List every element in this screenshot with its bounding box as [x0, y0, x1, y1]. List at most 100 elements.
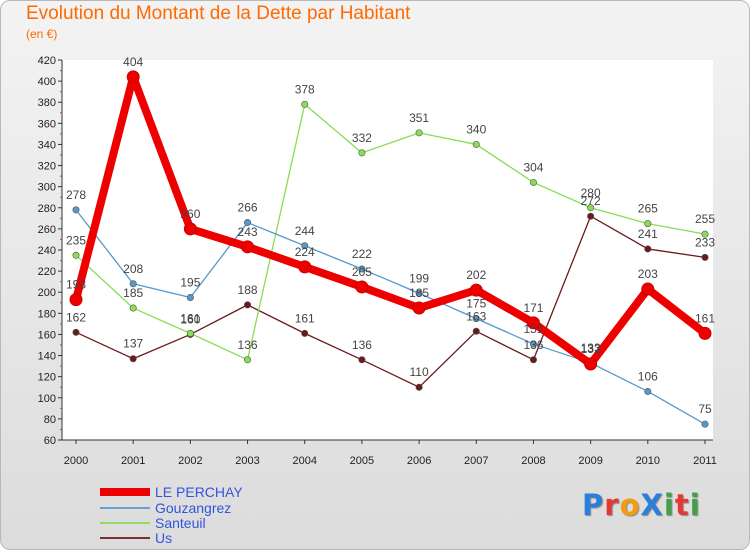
x-tick-label: 2011 [693, 455, 717, 467]
data-label-santeuil: 265 [638, 202, 658, 216]
series-line-santeuil [75, 103, 706, 361]
data-label-le-perchay: 161 [695, 311, 715, 325]
data-point-le-perchay [183, 222, 197, 236]
y-tick-label: 260 [38, 224, 56, 236]
y-tick-label: 340 [38, 139, 56, 151]
x-tick-label: 2009 [578, 455, 602, 467]
data-label-santeuil: 332 [352, 131, 372, 145]
data-label-le-perchay: 132 [581, 342, 601, 356]
data-label-us: 137 [123, 337, 143, 351]
data-label-gouzangrez: 208 [123, 262, 143, 276]
data-point-gouzangrez [701, 420, 709, 428]
y-tick-label: 100 [38, 393, 56, 405]
data-point-santeuil [644, 220, 652, 228]
data-label-le-perchay: 202 [466, 268, 486, 282]
data-point-santeuil [587, 204, 595, 212]
data-label-us: 110 [410, 365, 429, 379]
data-label-us: 163 [466, 309, 486, 323]
data-label-le-perchay: 203 [638, 267, 658, 281]
data-label-le-perchay: 205 [352, 265, 372, 279]
data-point-santeuil [529, 178, 537, 186]
data-point-us [244, 301, 252, 309]
data-point-le-perchay [526, 316, 540, 330]
data-label-le-perchay: 404 [123, 55, 143, 69]
data-label-us: 161 [295, 311, 315, 325]
y-tick-label: 120 [38, 372, 56, 384]
data-point-le-perchay [469, 283, 483, 297]
x-tick-label: 2003 [235, 455, 259, 467]
x-tick-label: 2006 [407, 455, 431, 467]
data-label-gouzangrez: 222 [352, 247, 372, 261]
y-tick-label: 60 [44, 435, 56, 447]
y-tick-label: 80 [44, 414, 56, 426]
unit-label: (en €) [26, 27, 58, 41]
data-point-us [587, 212, 595, 220]
x-tick-label: 2001 [121, 455, 145, 467]
legend-label-gouzangrez: Gouzangrez [155, 500, 231, 516]
y-tick-label: 240 [38, 245, 56, 257]
data-point-gouzangrez [644, 387, 652, 395]
data-label-us: 136 [523, 338, 543, 352]
data-point-gouzangrez [301, 242, 309, 250]
data-point-santeuil [301, 100, 309, 108]
data-point-us [529, 356, 537, 364]
series-line-le-perchay [72, 72, 709, 368]
x-tick-label: 2002 [178, 455, 202, 467]
data-label-santeuil: 378 [295, 82, 315, 96]
data-point-le-perchay [69, 293, 83, 307]
plot-area [62, 60, 713, 440]
data-label-le-perchay: 185 [409, 286, 429, 300]
data-point-santeuil [186, 329, 194, 337]
data-point-us [415, 383, 423, 391]
data-label-gouzangrez: 199 [409, 271, 429, 285]
y-tick-label: 400 [38, 76, 56, 88]
legend-label-santeuil: Santeuil [155, 515, 206, 531]
legend-label-us: Us [155, 530, 172, 546]
y-tick-label: 200 [38, 287, 56, 299]
y-tick-label: 280 [38, 203, 56, 215]
x-tick-label: 2010 [636, 455, 660, 467]
y-tick-label: 300 [38, 182, 56, 194]
y-tick-label: 420 [38, 55, 56, 67]
data-point-us [72, 328, 80, 336]
x-tick-label: 2000 [64, 455, 88, 467]
data-label-le-perchay: 243 [238, 225, 258, 239]
data-label-us: 188 [238, 283, 258, 297]
data-label-us: 160 [180, 312, 200, 326]
data-label-us: 233 [695, 235, 715, 249]
data-label-gouzangrez: 266 [238, 201, 258, 215]
x-tick-label: 2007 [464, 455, 488, 467]
data-label-santeuil: 161 [180, 311, 200, 325]
data-point-le-perchay [698, 326, 712, 340]
series-line-gouzangrez [75, 209, 706, 425]
data-label-santeuil: 136 [238, 338, 258, 352]
data-point-gouzangrez [529, 340, 537, 348]
data-point-le-perchay [412, 301, 426, 315]
data-label-us: 162 [66, 310, 86, 324]
y-tick-label: 140 [38, 351, 56, 363]
data-label-gouzangrez: 244 [295, 224, 315, 238]
x-tick-label: 2008 [521, 455, 545, 467]
data-point-gouzangrez [244, 219, 252, 227]
data-label-gouzangrez: 75 [698, 402, 712, 416]
proxiti-logo: ProXiti [582, 488, 701, 522]
data-label-le-perchay: 260 [180, 207, 200, 221]
data-label-gouzangrez: 195 [180, 276, 200, 290]
data-label-le-perchay: 224 [295, 245, 315, 259]
data-point-santeuil [701, 230, 709, 238]
data-point-le-perchay [298, 260, 312, 274]
y-tick-label: 160 [38, 329, 56, 341]
data-point-gouzangrez [472, 315, 480, 323]
data-point-santeuil [72, 251, 80, 259]
data-label-us: 272 [581, 194, 601, 208]
data-label-gouzangrez: 278 [66, 188, 86, 202]
data-point-us [472, 327, 480, 335]
data-label-santeuil: 235 [66, 233, 86, 247]
y-tick-label: 220 [38, 266, 56, 278]
y-tick-label: 320 [38, 161, 56, 173]
data-point-gouzangrez [415, 289, 423, 297]
data-point-us [358, 356, 366, 364]
data-point-gouzangrez [72, 206, 80, 214]
x-tick-label: 2004 [292, 455, 316, 467]
